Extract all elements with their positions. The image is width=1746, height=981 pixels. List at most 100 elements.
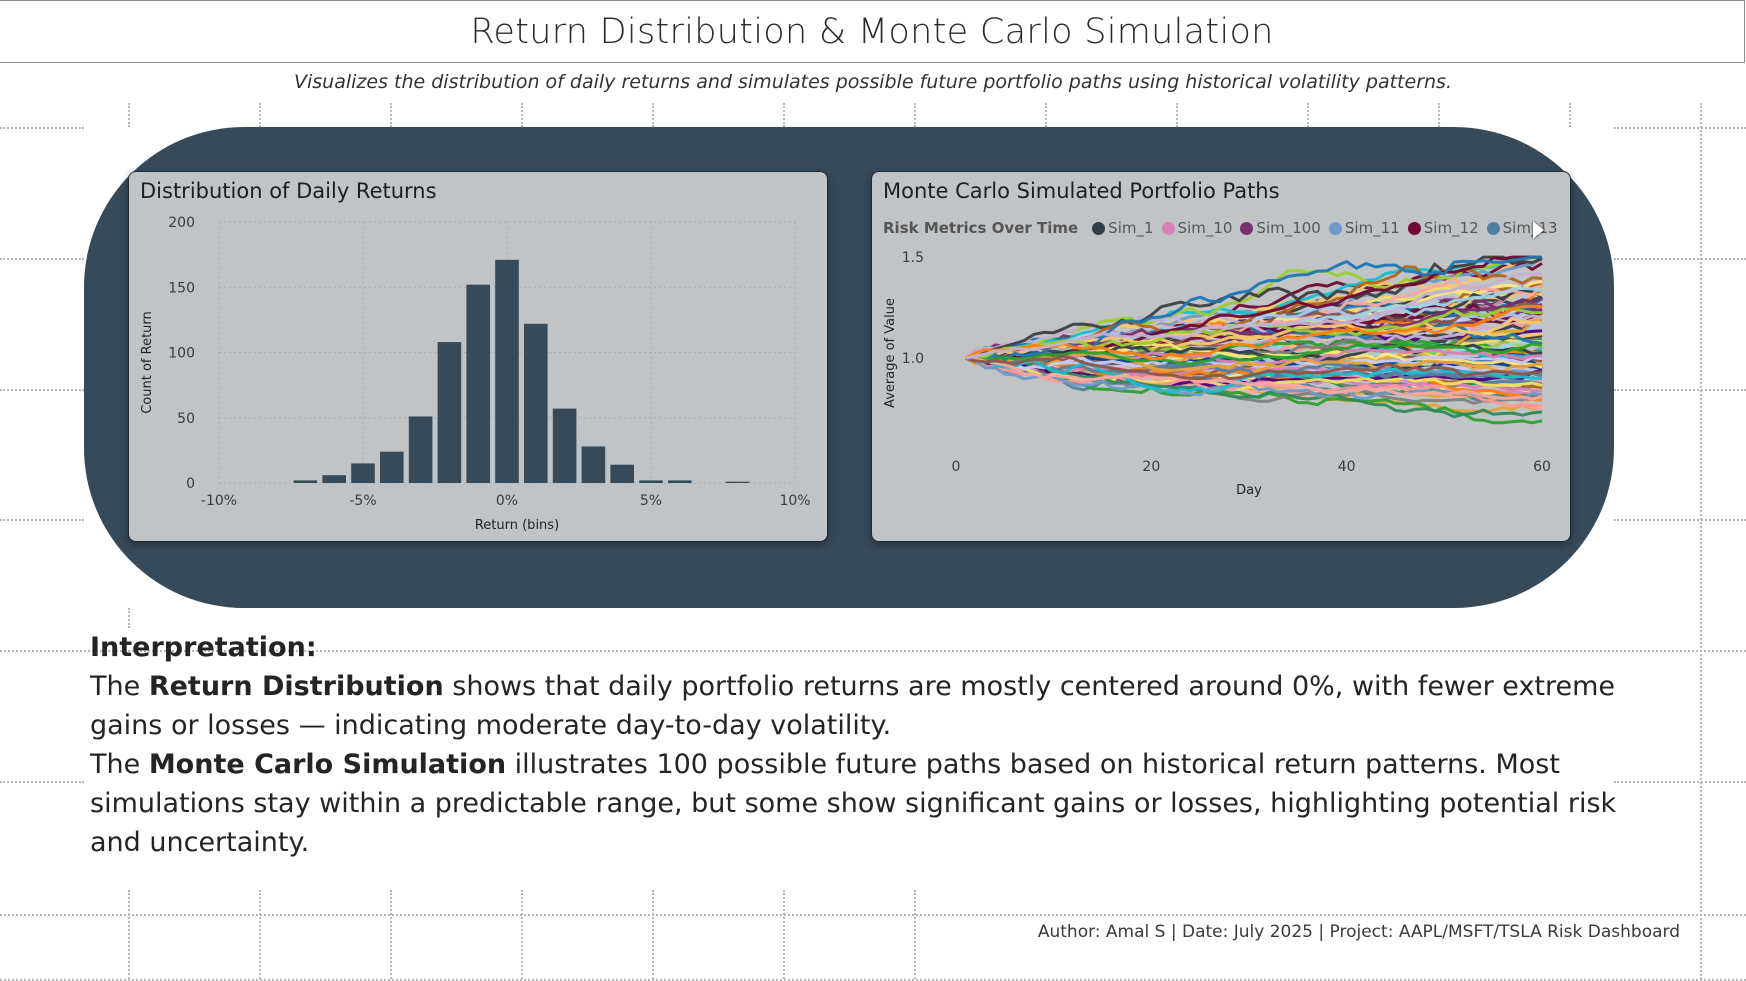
- series-line: [965, 356, 1543, 401]
- canvas-grid-line: [390, 890, 392, 979]
- series-line: [965, 356, 1543, 401]
- canvas-grid-line: [652, 103, 654, 127]
- canvas-grid-line: [914, 103, 916, 127]
- interpretation-paragraph: The Monte Carlo Simulation illustrates 1…: [90, 745, 1620, 862]
- canvas-grid-line: [0, 914, 1746, 916]
- legend-label: Sim_12: [1423, 219, 1479, 237]
- canvas-grid-line: [652, 890, 654, 979]
- histogram-bar: [581, 446, 606, 483]
- histogram-bar: [495, 259, 519, 483]
- canvas-grid-line: [783, 890, 785, 979]
- y-tick-label: 50: [177, 411, 195, 427]
- x-tick-label: 20: [1142, 459, 1160, 475]
- canvas-grid-line: [259, 890, 261, 979]
- montecarlo-title: Monte Carlo Simulated Portfolio Paths: [883, 179, 1280, 203]
- legend-label: Sim_11: [1344, 219, 1400, 237]
- canvas-grid-line: [1614, 127, 1746, 129]
- page-title: Return Distribution & Monte Carlo Simula…: [470, 11, 1274, 52]
- canvas-grid-line: [1307, 103, 1309, 127]
- legend-item[interactable]: Sim_100: [1240, 219, 1321, 237]
- legend-item[interactable]: Sim_10: [1161, 219, 1232, 237]
- histogram-bar: [725, 481, 750, 483]
- histogram-bar: [379, 451, 404, 483]
- series-line: [965, 354, 1543, 381]
- histogram-title: Distribution of Daily Returns: [140, 179, 437, 203]
- canvas-grid-line: [1614, 781, 1746, 783]
- legend-swatch: [1407, 221, 1421, 235]
- legend-item[interactable]: Sim_1: [1092, 219, 1154, 237]
- canvas-grid-line: [0, 127, 84, 129]
- histogram-bar: [351, 463, 375, 483]
- canvas-grid-line: [1438, 103, 1440, 127]
- interpretation-text: Interpretation: The Return Distribution …: [90, 628, 1620, 862]
- y-tick-label: 150: [168, 280, 195, 296]
- page-header: Return Distribution & Monte Carlo Simula…: [0, 0, 1745, 63]
- x-tick-label: 0: [952, 459, 961, 475]
- canvas-grid-line: [1614, 258, 1746, 260]
- series-line: [965, 271, 1543, 360]
- interpretation-heading: Interpretation:: [90, 632, 317, 663]
- x-tick-label: 5%: [640, 493, 662, 509]
- canvas-grid-line: [0, 258, 84, 260]
- emphasis-return-distribution: Return Distribution: [148, 671, 444, 702]
- canvas-grid-line: [128, 103, 130, 127]
- y-tick-label: 100: [168, 346, 195, 362]
- x-axis-title: Return (bins): [475, 518, 559, 533]
- histogram-bar: [552, 408, 577, 483]
- text-run: illustrates 100 possible future paths ba…: [90, 749, 1617, 858]
- histogram-bar: [437, 342, 462, 483]
- canvas-grid-line: [1614, 519, 1746, 521]
- chart-legend: Risk Metrics Over Time Sim_1 Sim_10 Sim_10…: [883, 219, 1566, 237]
- histogram-bar: [639, 480, 663, 483]
- canvas-grid-line: [521, 890, 523, 979]
- y-axis-title: Count of Return: [140, 311, 155, 414]
- x-tick-label: 0%: [496, 493, 518, 509]
- x-tick-label: -5%: [349, 493, 376, 509]
- text-run: shows that daily portfolio returns are m…: [90, 671, 1616, 741]
- montecarlo-visual[interactable]: Monte Carlo Simulated Portfolio Paths Ri…: [871, 171, 1571, 542]
- canvas-grid-line: [914, 890, 916, 979]
- legend-label: Sim_100: [1256, 219, 1321, 237]
- histogram-chart[interactable]: 0 50 100 150 200 -10% -5% 0% 5% 10% Return (bins) C…: [129, 172, 827, 541]
- histogram-bar: [293, 480, 318, 483]
- canvas-grid-line: [1569, 103, 1571, 127]
- histogram-bar: [610, 464, 635, 483]
- x-tick-label: 60: [1533, 459, 1551, 475]
- legend-swatch: [1486, 221, 1500, 235]
- histogram-bar: [523, 323, 548, 483]
- histogram-bar: [667, 480, 692, 483]
- x-tick-label: -10%: [201, 493, 237, 509]
- canvas-grid-line: [0, 389, 84, 391]
- footer-credits: Author: Amal S | Date: July 2025 | Proje…: [1037, 922, 1680, 942]
- legend-label: Sim_1: [1108, 219, 1154, 237]
- canvas-grid-line: [128, 608, 130, 628]
- emphasis-monte-carlo: Monte Carlo Simulation: [148, 749, 507, 780]
- legend-item[interactable]: Sim_11: [1328, 219, 1400, 237]
- montecarlo-chart[interactable]: 0 20 40 60 1.0 1.5 Day Average of Value: [872, 172, 1570, 541]
- series-line: [965, 342, 1543, 366]
- canvas-grid-line: [128, 890, 130, 979]
- x-axis-title: Day: [1236, 483, 1262, 498]
- histogram-bar: [408, 416, 433, 483]
- interpretation-paragraph: The Return Distribution shows that daily…: [90, 667, 1620, 745]
- legend-swatch: [1092, 221, 1106, 235]
- page-subtitle: Visualizes the distribution of daily ret…: [293, 71, 1452, 93]
- legend-item[interactable]: Sim_12: [1407, 219, 1479, 237]
- y-tick-label: 200: [168, 215, 195, 231]
- x-tick-label: 40: [1338, 459, 1356, 475]
- y-tick-label: 1.5: [902, 250, 924, 266]
- series-line: [965, 322, 1543, 361]
- canvas-grid-line: [783, 103, 785, 127]
- legend-swatch: [1328, 221, 1342, 235]
- y-tick-label: 1.0: [902, 351, 924, 367]
- chevron-right-icon[interactable]: [1533, 221, 1544, 239]
- canvas-grid-line: [1176, 103, 1178, 127]
- canvas-grid-line: [1045, 103, 1047, 127]
- histogram-bar: [466, 284, 491, 483]
- histogram-visual[interactable]: Distribution of Daily Returns 0 50 100 150 2…: [128, 171, 828, 542]
- canvas-grid-line: [1700, 103, 1702, 979]
- canvas-grid-line: [521, 103, 523, 127]
- legend-swatch: [1240, 221, 1254, 235]
- text-run: The: [90, 671, 149, 702]
- text-run: The: [90, 749, 149, 780]
